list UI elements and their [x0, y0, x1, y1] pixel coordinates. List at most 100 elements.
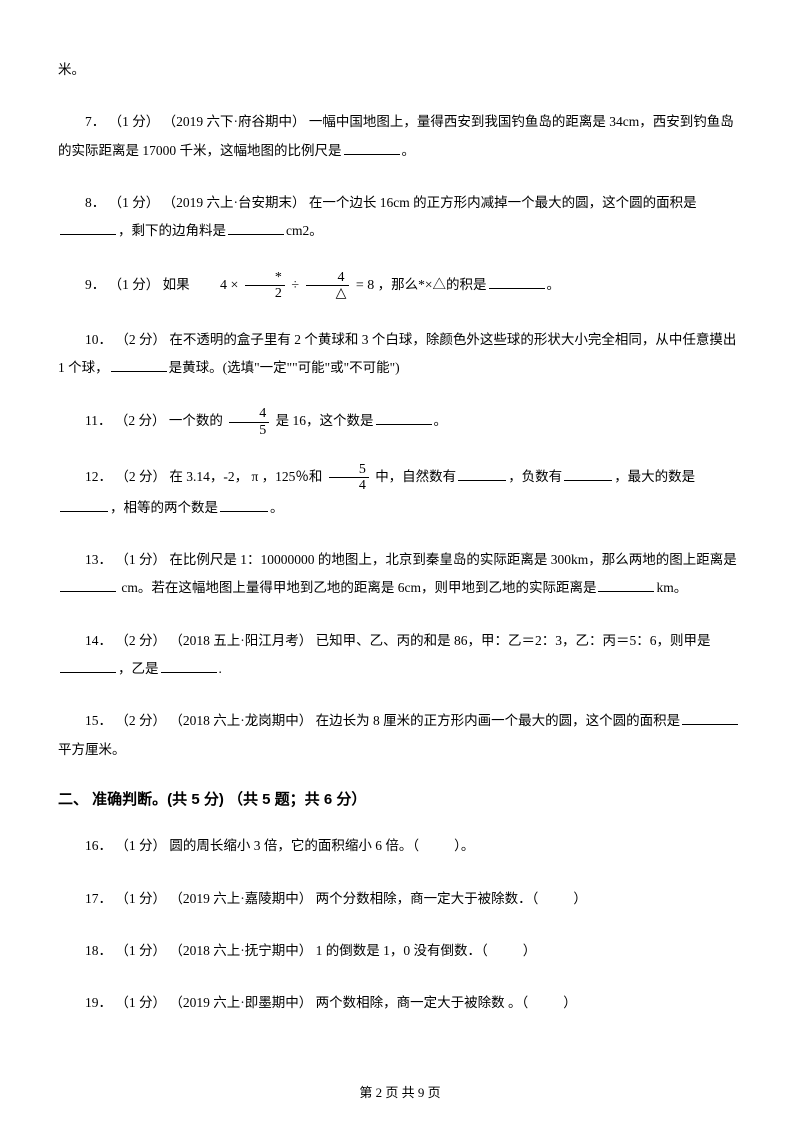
q-text: 中，自然数有 [375, 469, 456, 484]
q-source: （2018 六上·抚宁期中） [169, 943, 312, 958]
blank [344, 140, 400, 155]
q-text: 两个分数相除，商一定大于被除数． [316, 891, 532, 906]
q-score: （2 分） [115, 633, 166, 648]
question-14: 14． （2 分） （2018 五上·阳江月考） 已知甲、乙、丙的和是 86，甲… [58, 627, 742, 684]
q-text: ，乙是 [118, 661, 159, 676]
q-text: ，相等的两个数是 [110, 500, 218, 515]
q-num: 7． [85, 114, 105, 129]
question-9: 9． （1 分） 如果 4 × * 2 ÷ 4 △ = 8 ，那么*×△的积是。 [58, 270, 742, 302]
q-text: cm2。 [286, 223, 323, 238]
q-text: 。 [270, 500, 284, 515]
paren-close: ） [573, 891, 587, 906]
question-18: 18． （1 分） （2018 六上·抚宁期中） 1 的倒数是 1，0 没有倒数… [58, 937, 742, 965]
blank [376, 410, 432, 425]
fraction: 4 △ [306, 270, 350, 302]
q-source: （2019 六下·府谷期中） [163, 114, 306, 129]
question-8: 8． （1 分） （2019 六上·台安期末） 在一个边长 16cm 的正方形内… [58, 189, 742, 246]
paren-space [528, 995, 563, 1010]
q-text: ，负数有 [508, 469, 562, 484]
q-text: 在 3.14，-2， π ，125％和 [169, 469, 322, 484]
q-num: 8． [85, 195, 105, 210]
q-num: 12． [85, 469, 112, 484]
q-num: 9． [85, 277, 105, 292]
q-text: 如果 [163, 277, 190, 292]
q-text: 是黄球。(选填"一定""可能"或"不可能") [169, 360, 400, 375]
question-10: 10． （2 分） 在不透明的盒子里有 2 个黄球和 3 个白球，除颜色外这些球… [58, 326, 742, 383]
blank [60, 578, 116, 593]
question-6-continued: 米。 [58, 56, 742, 84]
q-text: 已知甲、乙、丙的和是 86，甲：乙＝2：3，乙：丙＝5：6，则甲是 [316, 633, 711, 648]
question-12: 12． （2 分） 在 3.14，-2， π ，125％和 5 4 中，自然数有… [58, 462, 742, 522]
fraction: 4 5 [229, 406, 269, 438]
q-score: （2 分） [115, 713, 166, 728]
question-17: 17． （1 分） （2019 六上·嘉陵期中） 两个分数相除，商一定大于被除数… [58, 885, 742, 913]
paren-space [538, 891, 573, 906]
blank [111, 357, 167, 372]
question-19: 19． （1 分） （2019 六上·即墨期中） 两个数相除，商一定大于被除数 … [58, 989, 742, 1017]
q-num: 19． [85, 995, 112, 1010]
paren-open: （ [481, 943, 488, 958]
q-score: （1 分） [115, 995, 166, 1010]
q-num: 13． [85, 552, 112, 567]
question-15: 15． （2 分） （2018 六上·龙岗期中） 在边长为 8 厘米的正方形内画… [58, 707, 742, 764]
blank [60, 658, 116, 673]
blank [60, 221, 116, 236]
paren-space [419, 838, 454, 853]
q-text: 一个数的 [169, 413, 223, 428]
q-text: 圆的周长缩小 3 倍，它的面积缩小 6 倍。 [169, 838, 412, 853]
fraction: * 2 [245, 270, 285, 302]
q-text: 两个数相除，商一定大于被除数 。 [316, 995, 522, 1010]
q-source: （2019 六上·嘉陵期中） [169, 891, 312, 906]
q-text: 在比例尺是 1：10000000 的地图上，北京到秦皇岛的实际距离是 300km… [169, 552, 736, 567]
blank [220, 497, 268, 512]
q-text: 在边长为 8 厘米的正方形内画一个最大的圆，这个圆的面积是 [316, 713, 681, 728]
paren-close: ） [454, 838, 461, 853]
page-footer: 第 2 页 共 9 页 [0, 1083, 800, 1104]
q-text: cm。若在这幅地图上量得甲地到乙地的距离是 6cm，则甲地到乙地的实际距离是 [118, 580, 596, 595]
q-text: 。 [402, 143, 416, 158]
q-num: 17． [85, 891, 112, 906]
q-source: （2018 六上·龙岗期中） [169, 713, 312, 728]
q-text: 。 [547, 277, 561, 292]
blank [564, 466, 612, 481]
q-score: （1 分） [115, 943, 166, 958]
q-num: 15． [85, 713, 112, 728]
q-score: （1 分） [115, 891, 166, 906]
q-score: （2 分） [115, 332, 166, 347]
blank [682, 711, 738, 726]
q-text: km。 [656, 580, 687, 595]
q-text: ，最大的数是 [614, 469, 695, 484]
q-score: （2 分） [115, 469, 166, 484]
paren-close: ） [523, 943, 537, 958]
blank [489, 274, 545, 289]
q-num: 14． [85, 633, 112, 648]
q-score: （1 分） [109, 114, 160, 129]
blank [228, 221, 284, 236]
section-2-header: 二、 准确判断。(共 5 分) （共 5 题；共 6 分） [58, 788, 742, 812]
q-source: （2019 六上·台安期末） [163, 195, 306, 210]
fraction: 5 4 [329, 462, 369, 494]
question-7: 7． （1 分） （2019 六下·府谷期中） 一幅中国地图上，量得西安到我国钓… [58, 108, 742, 165]
q-num: 18． [85, 943, 112, 958]
question-11: 11． （2 分） 一个数的 4 5 是 16，这个数是。 [58, 406, 742, 438]
q-score: （1 分） [115, 838, 166, 853]
q-score: （1 分） [109, 277, 160, 292]
q-source: （2018 五上·阳江月考） [169, 633, 312, 648]
q-score: （1 分） [115, 552, 166, 567]
blank [458, 466, 506, 481]
blank [60, 497, 108, 512]
paren-space [488, 943, 523, 958]
q-text: 。 [434, 413, 448, 428]
q-num: 16． [85, 838, 112, 853]
q-text: . [219, 661, 222, 676]
q-num: 10． [85, 332, 112, 347]
q-text: 平方厘米。 [58, 742, 126, 757]
question-13: 13． （1 分） 在比例尺是 1：10000000 的地图上，北京到秦皇岛的实… [58, 546, 742, 603]
q-score: （1 分） [109, 195, 160, 210]
q-num: 11． [85, 413, 112, 428]
q-text: ，那么*×△的积是 [378, 277, 487, 292]
q-text: ，剩下的边角料是 [118, 223, 226, 238]
blank [598, 578, 654, 593]
question-16: 16． （1 分） 圆的周长缩小 3 倍，它的面积缩小 6 倍。（ ）。 [58, 832, 742, 860]
paren-close: ） [563, 995, 577, 1010]
